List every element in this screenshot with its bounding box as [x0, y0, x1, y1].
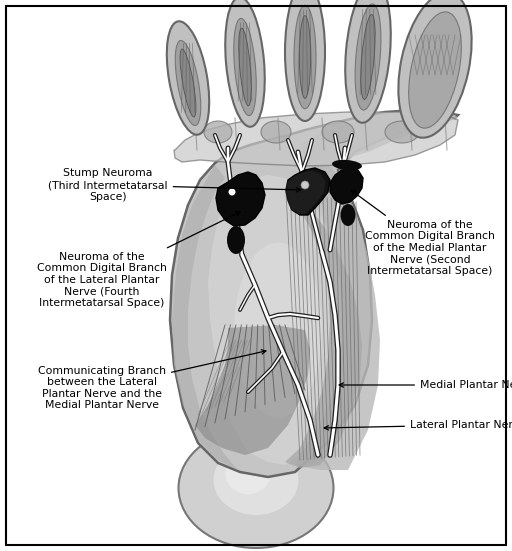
Ellipse shape	[340, 204, 355, 226]
Ellipse shape	[234, 18, 256, 116]
Polygon shape	[216, 172, 265, 226]
Polygon shape	[208, 175, 343, 465]
Ellipse shape	[180, 49, 196, 117]
Text: Lateral Plantar Nerve: Lateral Plantar Nerve	[324, 420, 512, 430]
Ellipse shape	[239, 28, 251, 106]
Ellipse shape	[225, 0, 265, 127]
Ellipse shape	[345, 0, 391, 123]
Ellipse shape	[322, 121, 354, 143]
Text: Stump Neuroma
(Third Intermetatarsal
Space): Stump Neuroma (Third Intermetatarsal Spa…	[48, 169, 301, 202]
Polygon shape	[330, 168, 363, 204]
Polygon shape	[286, 168, 330, 215]
Polygon shape	[285, 190, 362, 468]
Polygon shape	[172, 165, 238, 470]
Ellipse shape	[285, 0, 325, 121]
Text: Medial Plantar Nerve: Medial Plantar Nerve	[339, 380, 512, 390]
Ellipse shape	[355, 4, 381, 110]
Polygon shape	[195, 325, 310, 455]
Ellipse shape	[225, 454, 270, 494]
Ellipse shape	[398, 0, 472, 138]
Ellipse shape	[227, 226, 245, 254]
Ellipse shape	[361, 14, 375, 99]
Ellipse shape	[214, 445, 298, 515]
Ellipse shape	[261, 121, 291, 143]
Ellipse shape	[204, 121, 232, 143]
Polygon shape	[285, 171, 326, 214]
Ellipse shape	[175, 40, 201, 126]
Ellipse shape	[167, 21, 209, 135]
Ellipse shape	[234, 242, 322, 418]
Text: Neuroma of the
Common Digital Branch
of the Medial Plantar
Nerve (Second
Interme: Neuroma of the Common Digital Branch of …	[351, 191, 495, 276]
Ellipse shape	[294, 6, 316, 109]
Polygon shape	[174, 112, 458, 166]
Ellipse shape	[300, 15, 311, 99]
Ellipse shape	[228, 188, 236, 196]
Text: Neuroma of the
Common Digital Branch
of the Lateral Plantar
Nerve (Fourth
Interm: Neuroma of the Common Digital Branch of …	[37, 212, 240, 308]
Ellipse shape	[301, 181, 309, 189]
Polygon shape	[170, 110, 458, 477]
Polygon shape	[295, 110, 458, 470]
Text: Communicating Branch
between the Lateral
Plantar Nerve and the
Medial Plantar Ne: Communicating Branch between the Lateral…	[38, 350, 266, 410]
Ellipse shape	[179, 428, 333, 548]
Ellipse shape	[332, 160, 362, 170]
Ellipse shape	[409, 12, 461, 128]
Ellipse shape	[385, 121, 419, 143]
